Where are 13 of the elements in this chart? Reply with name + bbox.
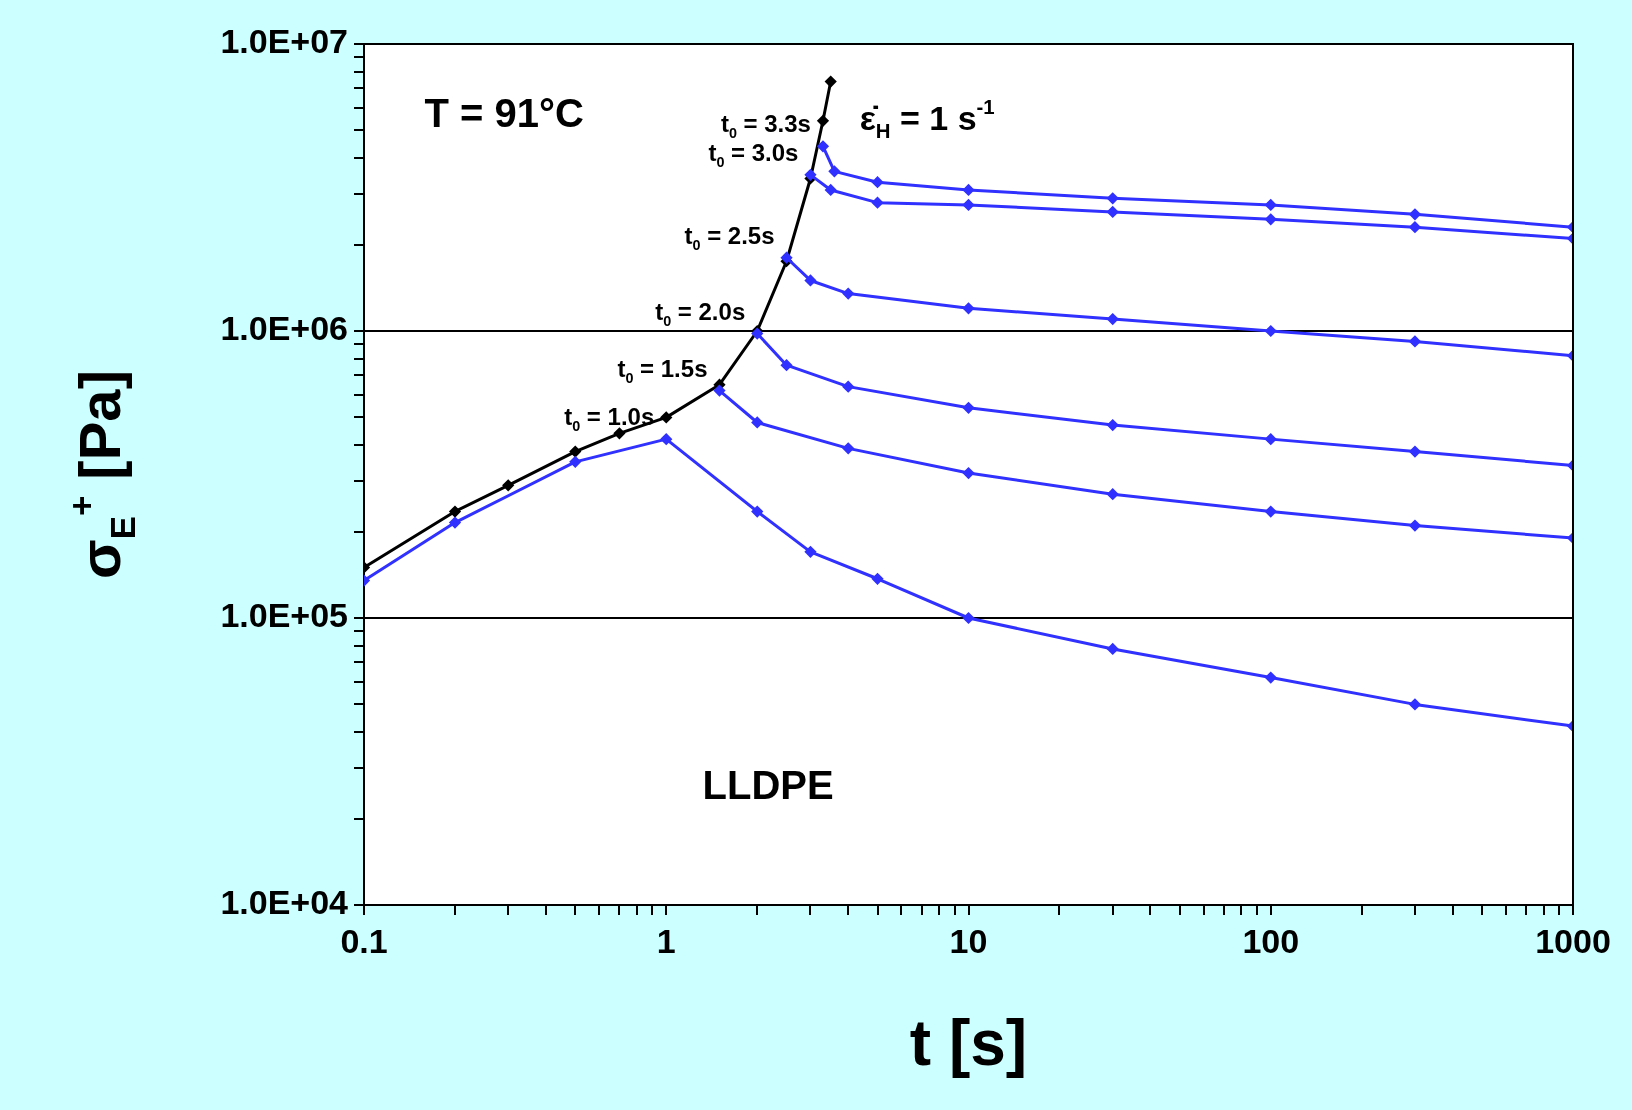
y-tick-label: 1.0E+05 [220, 596, 348, 635]
x-tick-label: 10 [949, 921, 988, 960]
y-axis-title: σE+ [Pa] [61, 370, 142, 579]
x-tick-label: 100 [1242, 921, 1300, 960]
x-tick-label: 0.1 [340, 921, 388, 960]
x-axis-title: t [s] [909, 1007, 1028, 1079]
y-tick-label: 1.0E+04 [220, 883, 349, 922]
annotation: T = 91°C [424, 91, 584, 136]
annotation: LLDPE [702, 762, 834, 807]
y-tick-label: 1.0E+07 [220, 22, 348, 61]
x-tick-label: 1 [656, 921, 676, 960]
x-tick-label: 1000 [1535, 921, 1611, 960]
y-tick-label: 1.0E+06 [220, 309, 348, 348]
